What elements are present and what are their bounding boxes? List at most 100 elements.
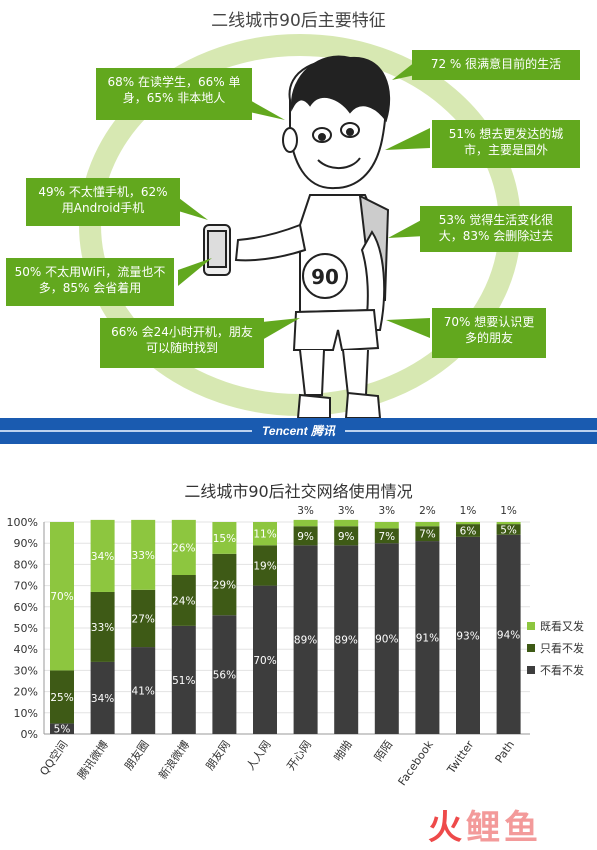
bar-value-label: 15% [213,533,236,545]
bar-value-label: 41% [132,686,155,698]
bar-segment [131,647,156,734]
callout-phone: 49% 不太懂手机，62% 用Android手机 [26,178,180,226]
bar-segment [131,589,156,648]
bar-segment [50,670,74,724]
bar-value-label: 7% [419,529,436,541]
x-tick-label: 新浪微博 [156,738,193,782]
bar-segment [496,524,521,535]
x-tick-label: Path [493,738,518,765]
bar-value-label: 11% [253,529,276,541]
bar-segment [212,615,237,734]
x-tick-label: 人人网 [244,738,274,772]
bar-segment [253,585,277,734]
y-tick-label: 80% [14,558,38,571]
bar-value-label: 9% [338,531,355,543]
bar-value-label: 27% [132,613,155,625]
bar-value-label: 29% [213,580,236,592]
bar-value-label: 70% [50,591,73,603]
bar-value-label: 33% [91,622,114,634]
x-tick-label: 陌陌 [372,738,395,763]
y-tick-label: 40% [14,643,38,656]
bar-segment [50,723,74,734]
bar-value-label: 56% [213,670,236,682]
legend-swatch [527,644,535,652]
tencent-banner: Tencent 腾讯 [0,418,597,444]
legend-label: 既看又发 [540,619,584,633]
bar-segment [456,524,480,537]
bar-segment [374,543,399,734]
bar-segment [171,519,196,575]
bar-value-label: 1% [500,505,517,517]
bar-segment [212,522,237,554]
bar-segment [293,545,318,734]
bar-value-label: 33% [132,550,155,562]
infographic-panel: 90 二线城市90后主要特征 68% 在读学生，66% 单身，65% 非本地人 … [0,0,597,420]
callout-online: 66% 会24小时开机，朋友可以随时找到 [100,318,264,368]
y-tick-label: 30% [14,664,38,677]
x-tick-label: 朋友圈 [121,738,151,773]
bar-segment [50,522,74,671]
legend-label: 不看不发 [540,663,584,677]
bar-segment [496,522,521,525]
callout-change: 53% 觉得生活变化很大，83% 会删除过去 [420,206,572,252]
y-tick-label: 90% [14,537,38,550]
x-tick-label: 啪啪 [331,738,355,764]
bar-segment [456,522,480,525]
x-tick-label: 朋友网 [202,738,232,773]
callout-wifi: 50% 不太用WiFi，流量也不多，85% 会省着用 [6,258,174,306]
bar-value-label: 3% [338,505,355,517]
bar-segment [496,534,521,734]
cartoon-boy [203,55,391,419]
bar-segment [90,591,115,662]
bar-segment [334,519,359,527]
bar-value-label: 34% [91,551,114,563]
bar-segment [293,519,318,527]
bar-value-label: 90% [375,634,398,646]
watermark-logo: 火鲤鱼 [428,808,542,848]
bar-value-label: 9% [297,531,314,543]
bar-segment [131,519,156,590]
x-tick-label: Twitter [444,738,477,777]
callout-move: 51% 想去更发达的城市，主要是国外 [432,120,580,168]
bar-value-label: 93% [456,630,479,642]
bar-value-label: 24% [172,595,195,607]
bar-segment [374,528,399,544]
bar-value-label: 19% [253,560,276,572]
bar-value-label: 3% [297,505,314,517]
bar-segment [415,526,440,542]
bar-segment [212,553,237,616]
bar-value-label: 89% [294,635,317,647]
shirt-number: 90 [311,265,339,289]
legend-swatch [527,622,535,630]
bar-value-label: 94% [497,629,520,641]
bar-segment [171,575,196,626]
callout-friends: 70% 想要认识更多的朋友 [432,308,546,358]
y-tick-label: 100% [7,516,38,529]
callout-satisfied: 72 % 很满意目前的生活 [412,50,580,80]
bar-value-label: 2% [419,505,436,517]
y-tick-label: 0% [21,728,38,741]
callout-student: 68% 在读学生，66% 单身，65% 非本地人 [96,68,252,120]
bar-value-label: 5% [500,524,517,536]
bar-segment [456,536,480,734]
chart-title: 二线城市90后社交网络使用情况 [184,482,413,501]
bar-segment [415,541,440,734]
tencent-logo: Tencent 腾讯 [252,424,345,438]
bar-segment [171,625,196,734]
legend-swatch [527,666,535,674]
bar-segment [415,522,440,527]
x-tick-label: 开心网 [284,738,314,772]
y-tick-label: 50% [14,622,38,635]
bar-segment [334,545,359,734]
bar-segment [253,522,277,546]
bar-value-label: 3% [378,505,395,517]
bar-value-label: 51% [172,675,195,687]
y-tick-label: 20% [14,686,38,699]
bar-value-label: 91% [416,633,439,645]
infographic-title: 二线城市90后主要特征 [211,11,386,31]
bar-value-label: 89% [335,635,358,647]
bar-segment [334,526,359,546]
y-tick-label: 10% [14,707,38,720]
x-tick-label: 腾讯微博 [74,738,111,782]
